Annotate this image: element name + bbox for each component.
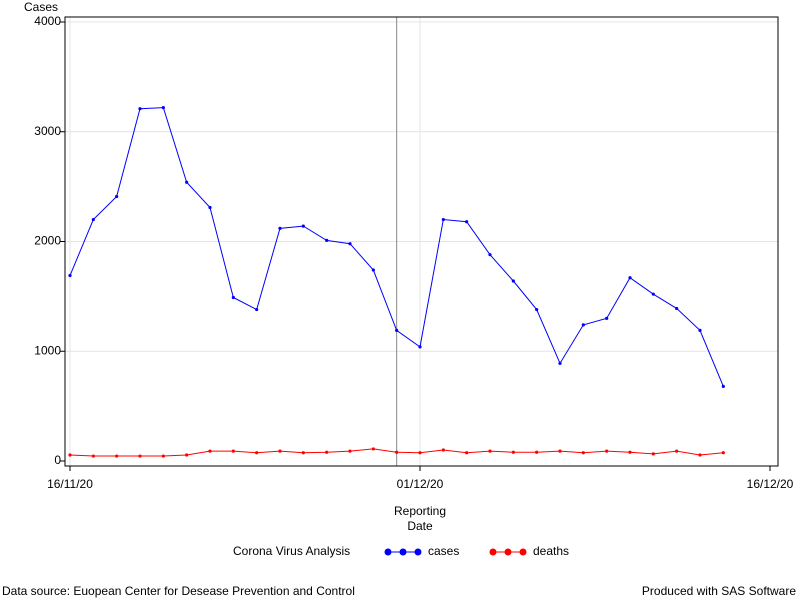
data-point — [231, 295, 235, 300]
data-point — [651, 452, 655, 456]
data-point — [675, 449, 679, 453]
data-point — [418, 451, 422, 455]
data-point — [605, 316, 609, 320]
legend-marker — [489, 548, 497, 556]
data-point — [91, 454, 95, 458]
data-point — [628, 450, 632, 454]
data-point — [325, 450, 329, 454]
data-point — [441, 217, 445, 222]
data-point — [628, 276, 632, 280]
data-point — [558, 361, 562, 365]
data-point — [371, 447, 375, 451]
data-point — [301, 451, 305, 455]
data-point — [161, 454, 165, 458]
data-point — [348, 242, 352, 246]
legend-marker — [384, 548, 392, 556]
footnote: Data source: Euopean Center for Desease … — [2, 584, 355, 598]
legend-marker — [504, 548, 512, 556]
data-point — [675, 306, 679, 311]
data-point — [278, 449, 282, 453]
data-point — [348, 449, 352, 453]
y-axis-label: Cases — [24, 0, 58, 14]
data-point — [115, 194, 119, 199]
data-point — [441, 448, 445, 452]
data-point — [721, 384, 725, 388]
data-point — [488, 253, 492, 257]
data-point — [581, 451, 585, 455]
plot-frame — [64, 16, 779, 467]
data-point — [511, 279, 515, 283]
data-point — [255, 451, 259, 455]
data-point — [278, 226, 282, 230]
data-point — [185, 453, 189, 457]
data-point — [418, 345, 422, 349]
data-point — [115, 454, 119, 458]
legend-marker — [414, 548, 422, 556]
legend-marker — [399, 548, 407, 556]
data-point — [371, 268, 375, 272]
data-point — [68, 273, 72, 278]
data-point — [651, 292, 655, 296]
data-point — [511, 450, 515, 454]
y-tick-label: 4000 — [34, 14, 61, 28]
x-tick-label: 16/11/20 — [47, 477, 93, 491]
y-tick-label: 0 — [54, 453, 61, 467]
data-point — [208, 449, 212, 453]
x-tick-label: 01/12/20 — [397, 477, 444, 491]
y-tick-label: 3000 — [34, 124, 61, 138]
legend-label: cases — [428, 544, 459, 558]
data-point — [68, 453, 72, 457]
data-point — [535, 450, 539, 454]
data-point — [465, 220, 469, 224]
data-point — [138, 454, 142, 458]
y-tick-label: 1000 — [34, 343, 61, 357]
data-point — [721, 451, 725, 455]
legend-marker — [519, 548, 527, 556]
data-point — [91, 217, 95, 222]
data-point — [698, 453, 702, 457]
data-point — [605, 449, 609, 453]
data-point — [231, 449, 235, 453]
footnote: Produced with SAS Software — [642, 584, 796, 598]
data-point — [185, 180, 189, 184]
data-point — [325, 238, 329, 243]
x-tick-label: 16/12/20 — [747, 477, 794, 491]
data-point — [465, 451, 469, 455]
data-point — [488, 449, 492, 453]
data-point — [535, 307, 539, 312]
data-point — [698, 328, 702, 332]
data-point — [161, 106, 165, 110]
x-axis-label: Reporting Date — [393, 504, 447, 533]
data-point — [208, 205, 212, 210]
data-point — [581, 323, 585, 327]
data-point — [395, 450, 399, 454]
data-point — [138, 107, 142, 111]
data-point — [558, 449, 562, 453]
legend-title: Corona Virus Analysis — [233, 544, 350, 558]
y-tick-label: 2000 — [34, 234, 61, 248]
data-point — [255, 307, 259, 312]
legend-label: deaths — [533, 544, 569, 558]
data-point — [395, 328, 399, 332]
data-point — [301, 224, 305, 228]
